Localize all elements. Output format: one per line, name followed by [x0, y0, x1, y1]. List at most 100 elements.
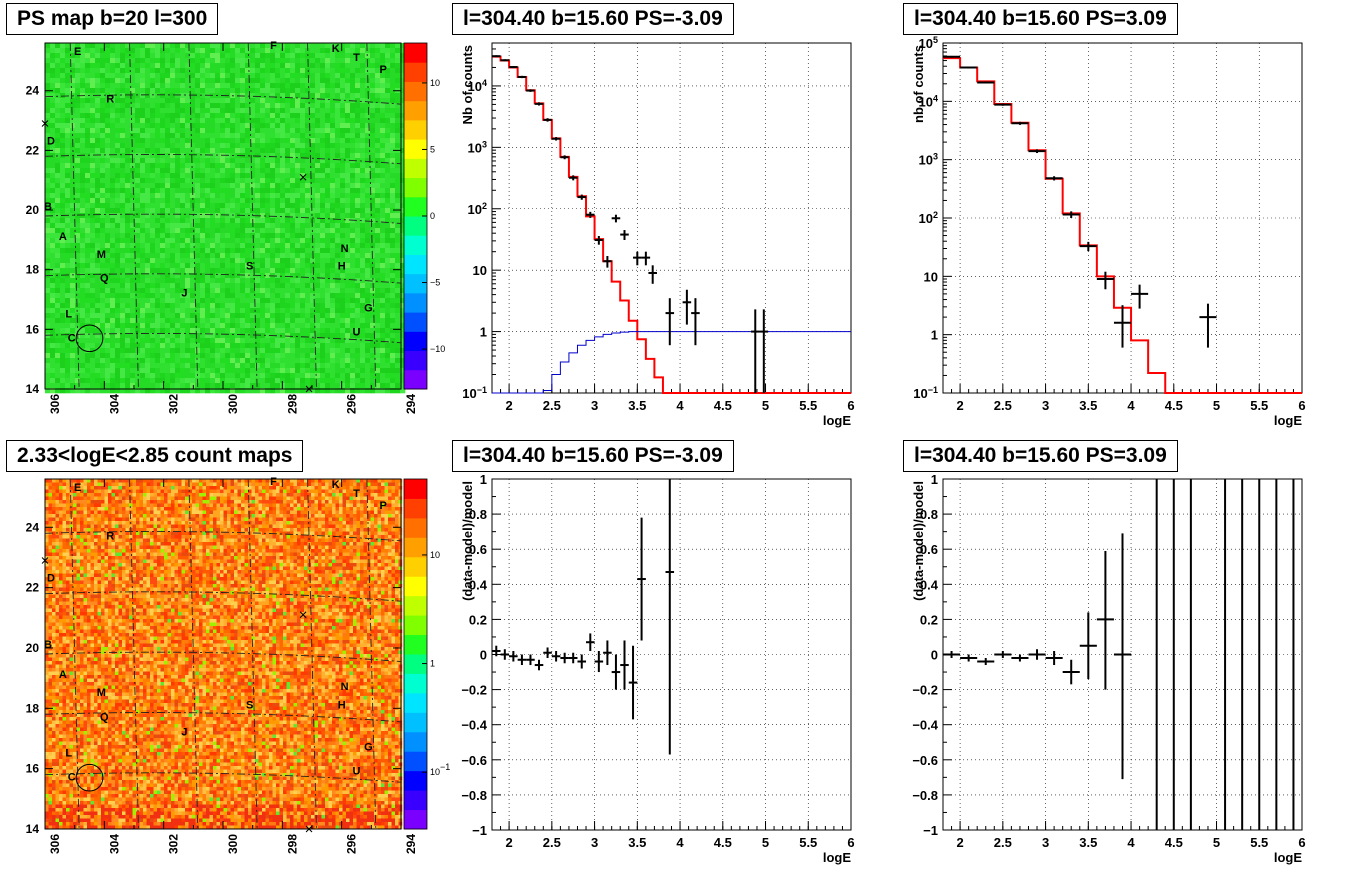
spec1-ytick-label: 1: [480, 325, 487, 340]
res1-data-point: [492, 645, 501, 657]
map_top-source-label-T: T: [353, 52, 360, 64]
map_top-parallel-line: [44, 273, 402, 284]
spec1-xtick-label: 2: [505, 398, 512, 413]
map_bottom-source-label-T: T: [353, 488, 360, 500]
map_top-source-label-L: L: [65, 308, 72, 320]
map_bottom-ytick-label: 14: [26, 822, 40, 836]
spec2-data-point: [977, 81, 995, 84]
spec1-xtick-label: 4: [676, 398, 684, 413]
map_bottom-colorbar-segment: [404, 556, 427, 577]
map_bottom-parallel-line: [44, 772, 402, 783]
res2-data-point: [1096, 550, 1114, 690]
map_bottom-colorbar-segment: [404, 498, 427, 519]
map-bottom-title: 2.33<logE<2.85 count maps: [6, 440, 304, 472]
residual-right-title: l=304.40 b=15.60 PS=3.09: [903, 440, 1178, 472]
res2-ytick-label: 0.6: [920, 542, 938, 557]
map_bottom-panel: 306 304 302 300 298 296 294 14 16 18 20 22 24 E F K T P R D…: [26, 476, 451, 854]
spec1-data-point: [750, 309, 760, 393]
map_top-source-label-K: K: [332, 43, 340, 55]
res2-ytick-label: 0.4: [920, 577, 939, 592]
map_top-colorbar-segment: [404, 216, 427, 236]
map_bottom-meridian-line: [247, 478, 258, 830]
map_bottom-colorbar-segment: [404, 615, 427, 636]
spec1-data-point: [633, 251, 642, 266]
spectrum-left-title: l=304.40 b=15.60 PS=-3.09: [452, 3, 734, 35]
res1-data-point: [534, 659, 544, 671]
map_top-source-label-D: D: [47, 135, 55, 147]
res2-data-point: [977, 658, 995, 666]
map_bottom-parallel-line: [44, 712, 402, 723]
res1-data-point: [665, 479, 675, 755]
map_top-colorbar-label: 0: [430, 211, 435, 221]
spec2-xtick-label: 6: [1298, 398, 1305, 413]
res1-data-point: [586, 633, 595, 651]
spec2-data-point: [1131, 284, 1149, 309]
map_top-colorbar-segment: [404, 273, 427, 294]
res1-xtick-label: 6: [847, 835, 854, 850]
map_top-parallel-line: [44, 154, 402, 165]
res1-data-point: [568, 652, 578, 664]
spec2-data-point: [1062, 211, 1080, 218]
map_top-ytick-label: 18: [26, 263, 40, 277]
res2-xtick-label: 3: [1042, 835, 1049, 850]
res2-ytick-label: 0.2: [920, 612, 938, 627]
res2-ytick-label: −0.6: [912, 753, 938, 768]
map_bottom-source-label-H: H: [338, 699, 346, 711]
res2-data-point: [943, 650, 961, 659]
map_top-xtick-label: 294: [404, 394, 418, 414]
res2-data-point: [1079, 612, 1097, 680]
map_bottom-cross-marker: [41, 557, 49, 564]
map_bottom-colorbar-segment: [404, 751, 427, 772]
map_bottom-colorbar-label: 10: [430, 550, 440, 560]
map_bottom-colorbar-frame: [403, 478, 428, 830]
map_bottom-colorbar-segment: [404, 595, 427, 616]
res1-ytick-label: −1: [472, 823, 487, 838]
res1-xlabel: logE: [823, 850, 851, 865]
spec1-data-point: [648, 265, 657, 284]
map_top-source-label-Q: Q: [100, 273, 109, 285]
map_top-source-label-B: B: [44, 201, 52, 213]
res2-ytick-label: −0.2: [912, 683, 938, 698]
res2-ytick-label: 0.8: [920, 507, 938, 522]
spec2-xtick-label: 5: [1213, 398, 1220, 413]
map_top-source-label-N: N: [341, 243, 349, 255]
spectrum-right-title: l=304.40 b=15.60 PS=3.09: [903, 3, 1178, 35]
res2-xtick-label: 5.5: [1250, 835, 1268, 850]
res2-xtick-label: 4.5: [1165, 835, 1183, 850]
map_top-colorbar-label: 10: [430, 78, 440, 88]
res2-xtick-label: 3.5: [1079, 835, 1097, 850]
spec2-series-model: [943, 57, 1302, 394]
map_bottom-source-label-J: J: [181, 726, 187, 738]
spec1-data-point: [517, 75, 527, 79]
map_top-source-label-F: F: [270, 40, 277, 52]
res1-grid: [492, 479, 851, 830]
map_bottom-xtick-label: 296: [345, 834, 359, 854]
res2-data-point: [960, 654, 978, 662]
map_top-colorbar-label: −5: [430, 278, 440, 288]
map_top-colorbar-segment: [404, 43, 427, 63]
map_bottom-meridian-line: [307, 478, 317, 830]
res2-panel: 2 2.5 3 3.5 4 4.5 5 5.5 6 −1 −0.8 −0.6 −0.4 −0.2 0 0.2 0…: [911, 472, 1306, 865]
spec2-data-point: [1199, 303, 1217, 348]
spec1-data-point: [594, 236, 604, 245]
map_top-meridian-line: [307, 42, 317, 390]
res1-ytick-label: −0.4: [461, 718, 487, 733]
spec1-xtick-label: 5: [762, 398, 769, 413]
map_bottom-colorbar-label: 1: [430, 659, 435, 669]
spec2-xtick-label: 3: [1042, 398, 1049, 413]
map_bottom-colorbar-segment: [404, 673, 427, 694]
spec2-panel: 2 2.5 3 3.5 4 4.5 5 5.5 610−1110102103104105logE…: [911, 35, 1306, 428]
map_top-colorbar-segment: [404, 235, 427, 255]
res1-data-point: [551, 650, 561, 662]
map_top-colorbar-segment: [404, 254, 427, 275]
map_bottom-colorbar-segment: [404, 731, 427, 752]
spec2-ytick-label: 10: [924, 269, 938, 284]
spec1-data-point: [759, 309, 769, 393]
map_top-parallel-line: [44, 94, 402, 105]
res1-data-point: [543, 647, 552, 659]
res1-data-point: [603, 640, 612, 666]
map_bottom-source-label-M: M: [97, 687, 106, 699]
spec1-data-point: [611, 214, 621, 223]
spec1-data-point: [620, 230, 629, 240]
map_top-source-label-S: S: [246, 261, 253, 273]
